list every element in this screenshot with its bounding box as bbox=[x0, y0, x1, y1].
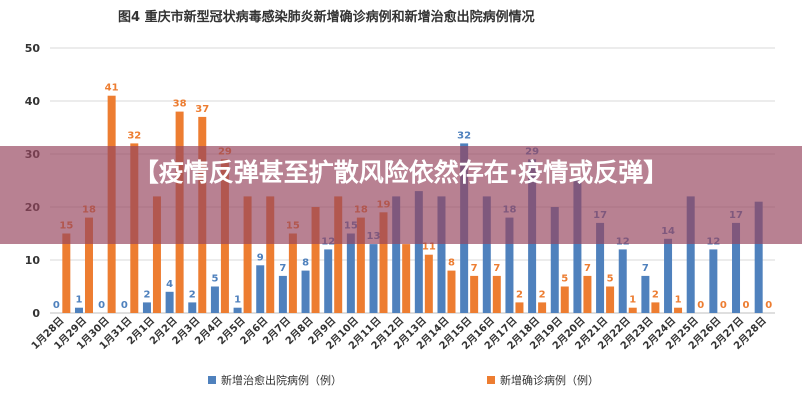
data-label-confirmed: 11 bbox=[422, 242, 436, 253]
bar-discharged bbox=[573, 180, 582, 313]
y-tick-label: 10 bbox=[25, 254, 41, 267]
bar-discharged bbox=[210, 286, 219, 313]
data-label-confirmed: 0 bbox=[743, 300, 750, 311]
bar-confirmed bbox=[628, 307, 637, 313]
data-label-confirmed: 5 bbox=[561, 274, 568, 285]
bar-confirmed bbox=[470, 275, 479, 313]
data-label-discharged: 1 bbox=[76, 295, 83, 306]
data-label-discharged: 0 bbox=[98, 300, 105, 311]
bar-confirmed bbox=[266, 196, 275, 313]
data-label-discharged: 4 bbox=[166, 279, 173, 290]
bar-confirmed bbox=[424, 254, 433, 313]
bar-confirmed bbox=[560, 286, 569, 313]
data-label-confirmed: 37 bbox=[195, 104, 209, 115]
data-label-confirmed: 7 bbox=[471, 263, 478, 274]
data-label-confirmed: 41 bbox=[105, 83, 119, 94]
bar-discharged bbox=[482, 196, 491, 313]
y-tick-label: 40 bbox=[25, 95, 41, 108]
bar-discharged bbox=[664, 238, 673, 313]
data-label-discharged: 7 bbox=[642, 263, 649, 274]
bar-discharged bbox=[74, 307, 83, 313]
headline-text: 【疫情反弹甚至扩散风险依然存在·疫情或反弹】 bbox=[133, 158, 669, 187]
data-label-discharged: 7 bbox=[279, 263, 286, 274]
data-label-confirmed: 1 bbox=[675, 295, 682, 306]
data-label-confirmed: 38 bbox=[173, 99, 187, 110]
data-label-confirmed: 0 bbox=[765, 300, 772, 311]
data-label-discharged: 9 bbox=[257, 252, 264, 263]
bar-discharged bbox=[369, 244, 378, 313]
bar-confirmed bbox=[84, 217, 93, 313]
data-label-discharged: 1 bbox=[234, 295, 241, 306]
headline-banner: 【疫情反弹甚至扩散风险依然存在·疫情或反弹】 bbox=[0, 146, 802, 244]
bar-confirmed bbox=[583, 275, 592, 313]
bar-discharged bbox=[414, 191, 423, 313]
data-label-confirmed: 2 bbox=[539, 289, 546, 300]
bar-discharged bbox=[233, 307, 242, 313]
y-tick-label: 0 bbox=[32, 307, 40, 320]
data-label-confirmed: 0 bbox=[697, 300, 704, 311]
bar-discharged bbox=[686, 196, 695, 313]
bar-discharged bbox=[505, 217, 514, 313]
bar-confirmed bbox=[152, 196, 161, 313]
bar-discharged bbox=[256, 265, 265, 313]
legend-swatch bbox=[487, 376, 495, 384]
bar-confirmed bbox=[243, 196, 252, 313]
data-label-confirmed: 0 bbox=[720, 300, 727, 311]
bar-confirmed bbox=[651, 302, 660, 313]
bar-discharged bbox=[618, 249, 627, 313]
data-label-confirmed: 7 bbox=[493, 263, 500, 274]
bar-discharged bbox=[754, 201, 763, 313]
x-axis: 1月28日1月29日1月30日1月31日2月1日2月2日2月3日2月4日2月5日… bbox=[29, 315, 769, 352]
data-label-discharged: 32 bbox=[457, 130, 471, 141]
bar-discharged bbox=[437, 196, 446, 313]
bar-discharged bbox=[324, 249, 333, 313]
legend-label: 新增治愈出院病例（例） bbox=[221, 373, 342, 387]
data-label-confirmed: 5 bbox=[607, 274, 614, 285]
data-label-confirmed: 2 bbox=[652, 289, 659, 300]
data-label-discharged: 5 bbox=[211, 274, 218, 285]
bar-confirmed bbox=[674, 307, 683, 313]
bar-confirmed bbox=[379, 212, 388, 313]
legend: 新增治愈出院病例（例） 新增确诊病例（例） bbox=[208, 373, 599, 387]
bar-discharged bbox=[278, 275, 287, 313]
bar-confirmed bbox=[356, 217, 365, 313]
bar-confirmed bbox=[288, 233, 297, 313]
data-label-confirmed: 2 bbox=[516, 289, 523, 300]
legend-label: 新增确诊病例（例） bbox=[500, 373, 599, 387]
bar-discharged bbox=[165, 291, 174, 313]
bar-confirmed bbox=[606, 286, 615, 313]
bar-discharged bbox=[550, 207, 559, 313]
bar-confirmed bbox=[447, 270, 456, 313]
chart-title: 图4 重庆市新型冠状病毒感染肺炎新增确诊病例和新增治愈出院病例情况 bbox=[118, 9, 535, 25]
bar-confirmed bbox=[538, 302, 547, 313]
y-tick-label: 50 bbox=[25, 42, 41, 55]
bar-discharged bbox=[188, 302, 197, 313]
bar-confirmed bbox=[515, 302, 524, 313]
data-label-confirmed: 8 bbox=[448, 258, 455, 269]
data-label-confirmed: 1 bbox=[629, 295, 636, 306]
bar-confirmed bbox=[334, 196, 343, 313]
bar-discharged bbox=[142, 302, 151, 313]
legend-swatch bbox=[208, 376, 216, 384]
bar-confirmed bbox=[62, 233, 71, 313]
bar-confirmed bbox=[402, 244, 411, 313]
bar-discharged bbox=[301, 270, 310, 313]
bar-discharged bbox=[346, 233, 355, 313]
bar-confirmed bbox=[311, 207, 320, 313]
data-label-discharged: 0 bbox=[121, 300, 128, 311]
bar-discharged bbox=[709, 249, 718, 313]
bar-discharged bbox=[732, 222, 741, 313]
data-label-discharged: 0 bbox=[53, 300, 60, 311]
bar-confirmed bbox=[492, 275, 501, 313]
bar-discharged bbox=[596, 222, 605, 313]
data-label-discharged: 2 bbox=[143, 289, 150, 300]
bar-discharged bbox=[392, 196, 401, 313]
bar-discharged bbox=[641, 275, 650, 313]
data-label-confirmed: 7 bbox=[584, 263, 591, 274]
data-label-confirmed: 32 bbox=[127, 130, 141, 141]
data-label-discharged: 8 bbox=[302, 258, 309, 269]
data-label-discharged: 2 bbox=[189, 289, 196, 300]
